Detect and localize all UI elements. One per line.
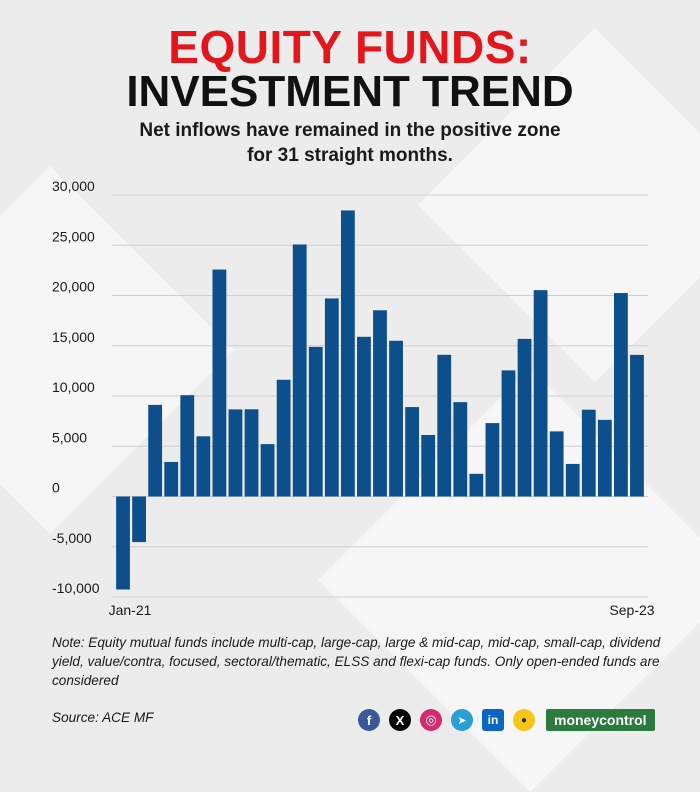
- bar-jun-22: [389, 340, 403, 497]
- bar-feb-21: [132, 496, 146, 543]
- y-tick-label: 0: [52, 480, 60, 496]
- bar-feb-23: [517, 338, 532, 497]
- bar-may-22: [373, 310, 387, 497]
- bar-nov-22: [469, 473, 484, 497]
- subtitle-line-2: for 31 straight months.: [247, 145, 453, 166]
- title-line-1: EQUITY FUNDS:: [168, 21, 532, 73]
- instagram-icon[interactable]: ◎: [420, 709, 442, 731]
- linkedin-icon[interactable]: in: [482, 709, 504, 731]
- bar-jan-23: [501, 370, 516, 497]
- y-axis-labels: 30,000 25,000 20,000 15,000 10,000 5,000 0 -5,0…: [52, 178, 100, 596]
- y-tick-label: 20,000: [52, 279, 95, 295]
- x-axis-start-label: Jan-21: [109, 602, 152, 618]
- bar-nov-21: [276, 379, 291, 497]
- koo-icon[interactable]: ●: [513, 709, 535, 731]
- x-icon[interactable]: X: [389, 709, 411, 731]
- title-line-2: INVESTMENT TREND: [126, 67, 574, 116]
- y-tick-label: 5,000: [52, 429, 87, 445]
- bar-mar-21: [148, 404, 163, 497]
- bar-dec-21: [292, 244, 307, 497]
- y-tick-label: 10,000: [52, 379, 95, 395]
- bar-aug-22: [421, 434, 436, 497]
- bar-jul-21: [212, 269, 227, 497]
- y-tick-label: 25,000: [52, 228, 95, 244]
- bar-jul-22: [405, 407, 420, 497]
- bars: [116, 210, 644, 590]
- bar-apr-22: [357, 336, 371, 497]
- x-axis-end-label: Sep-23: [609, 602, 654, 618]
- bar-may-23: [565, 463, 580, 497]
- social-links: f X ◎ ➤ in ● moneycontrol: [358, 707, 655, 733]
- subtitle-line-1: Net inflows have remained in the positiv…: [139, 120, 561, 141]
- bar-apr-21: [164, 461, 179, 497]
- bar-mar-23: [533, 290, 548, 497]
- subtitle: Net inflows have remained in the positiv…: [0, 118, 700, 168]
- y-tick-label: 30,000: [52, 178, 95, 194]
- moneycontrol-logo[interactable]: moneycontrol: [546, 709, 655, 731]
- bar-sep-22: [437, 354, 452, 497]
- bar-aug-23: [614, 293, 628, 497]
- bar-chart: 30,000 25,000 20,000 15,000 10,000 5,000 0 -5,0…: [52, 178, 655, 618]
- footnote: Note: Equity mutual funds include multi-…: [52, 635, 661, 688]
- y-tick-label: 15,000: [52, 329, 95, 345]
- bar-feb-22: [324, 298, 339, 497]
- bar-jun-23: [581, 409, 596, 497]
- bar-aug-21: [228, 409, 243, 497]
- bar-sep-21: [244, 409, 259, 497]
- bar-oct-22: [453, 402, 468, 497]
- bar-jan-22: [308, 346, 323, 497]
- bar-mar-22: [340, 210, 355, 497]
- y-tick-label: -5,000: [52, 530, 92, 546]
- y-tick-label: -10,000: [52, 580, 100, 596]
- source-label: Source: ACE MF: [52, 710, 154, 725]
- bar-jul-23: [597, 419, 612, 497]
- bar-apr-23: [549, 431, 564, 497]
- bar-dec-22: [485, 423, 500, 497]
- bar-oct-21: [260, 444, 275, 497]
- bar-may-21: [180, 395, 195, 497]
- bar-sep-23: [630, 354, 644, 497]
- bar-jun-21: [196, 436, 211, 497]
- bar-jan-21: [116, 496, 130, 590]
- facebook-icon[interactable]: f: [358, 709, 380, 731]
- telegram-icon[interactable]: ➤: [451, 709, 473, 731]
